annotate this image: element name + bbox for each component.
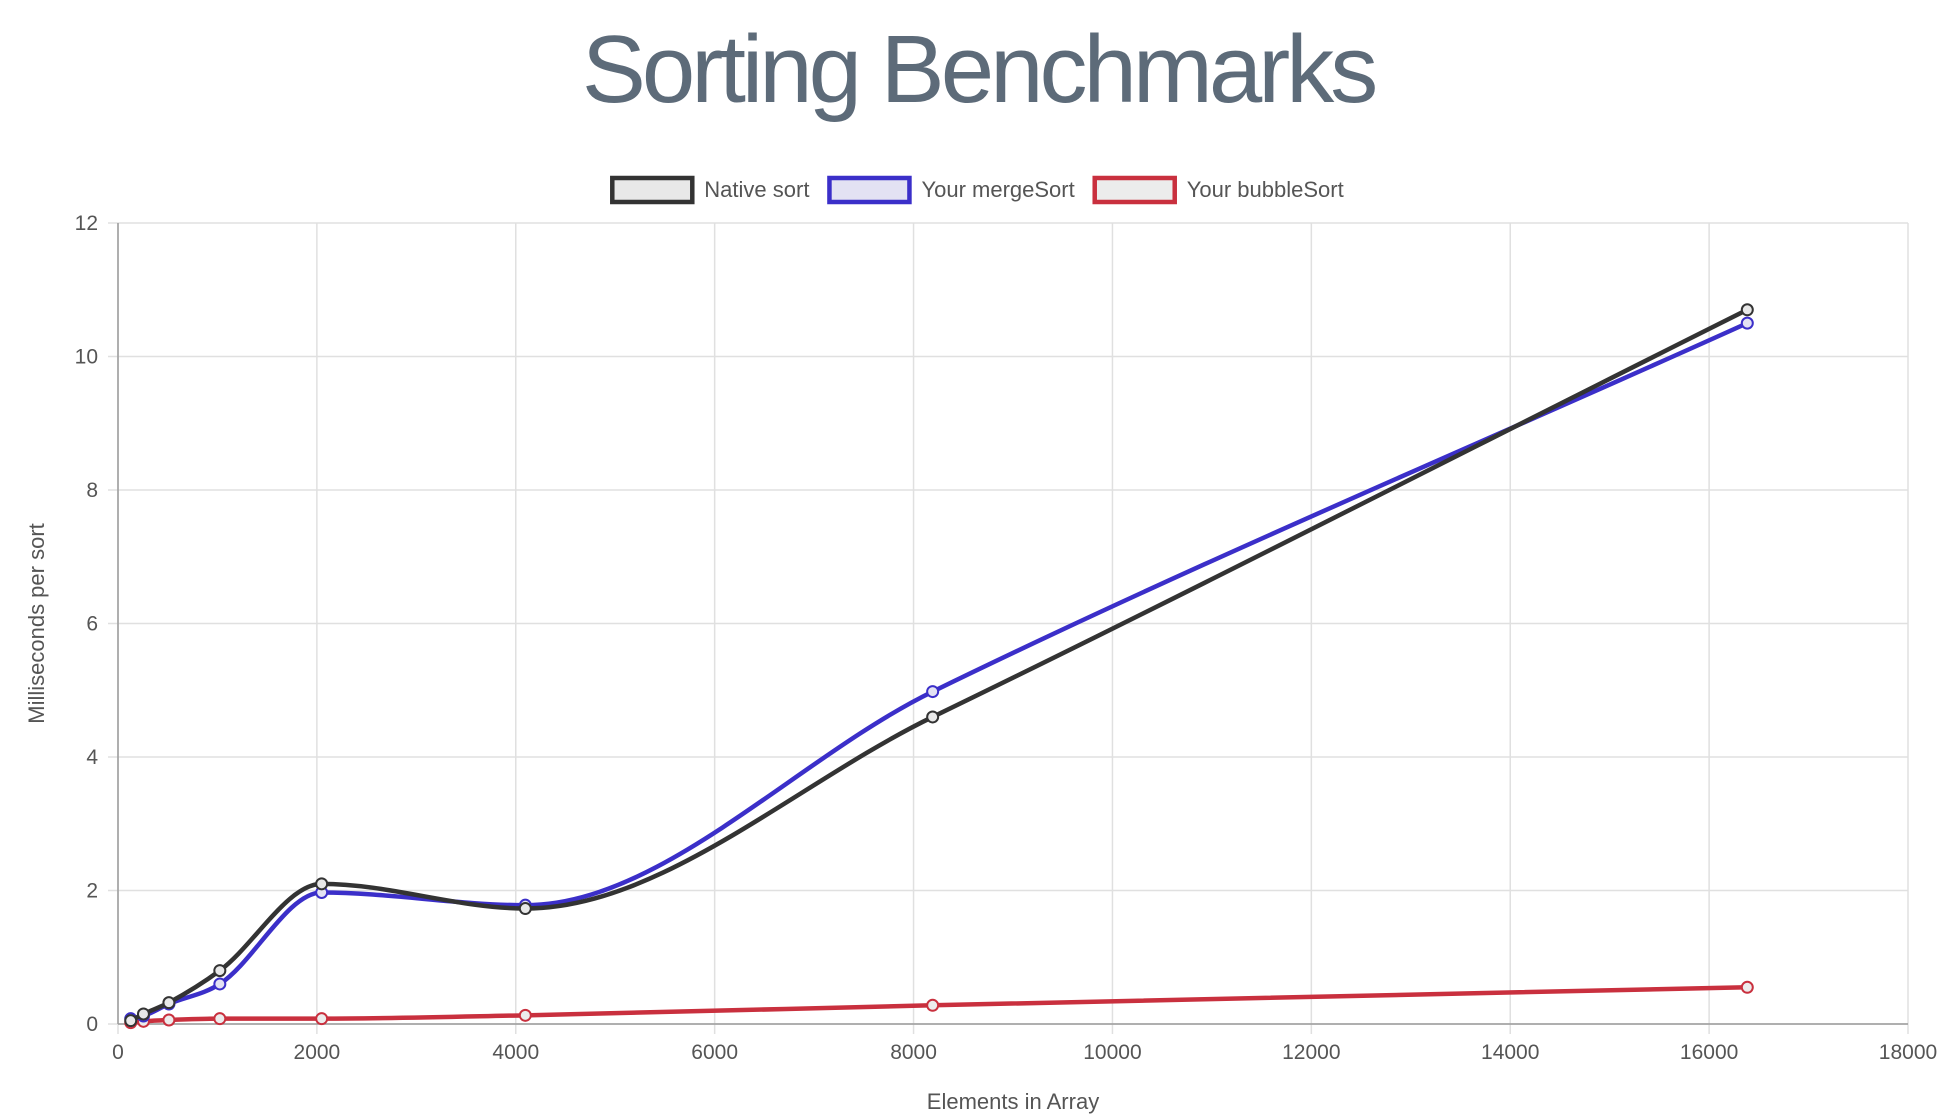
grid bbox=[108, 222, 1909, 1034]
legend-item-1[interactable]: Native sort bbox=[610, 175, 809, 205]
series-line-2 bbox=[128, 320, 1750, 1021]
y-tick-label: 8 bbox=[86, 479, 98, 502]
data-point bbox=[926, 998, 940, 1012]
data-point bbox=[1740, 980, 1754, 994]
series-line-1 bbox=[128, 307, 1750, 1023]
data-point bbox=[162, 1013, 176, 1027]
x-tick-label: 14000 bbox=[1481, 1041, 1539, 1064]
legend-item-3[interactable]: Your bubbleSort bbox=[1092, 175, 1344, 205]
data-point bbox=[518, 1008, 532, 1022]
legend-item-2[interactable]: Your mergeSort bbox=[827, 175, 1075, 205]
legend[interactable]: Native sort Your mergeSort Your bubbleSort bbox=[610, 175, 1344, 205]
x-tick-label: 0 bbox=[112, 1041, 124, 1064]
data-point bbox=[1740, 316, 1754, 330]
x-tick-label: 4000 bbox=[492, 1041, 539, 1064]
data-point bbox=[124, 1014, 138, 1028]
data-point bbox=[926, 685, 940, 699]
data-point bbox=[162, 996, 176, 1010]
legend-label: Native sort bbox=[704, 177, 809, 202]
x-tick-label: 10000 bbox=[1083, 1041, 1141, 1064]
data-point bbox=[315, 877, 329, 891]
y-tick-label: 4 bbox=[86, 746, 98, 769]
y-axis-title: Milliseconds per sort bbox=[24, 523, 49, 724]
y-tick-label: 0 bbox=[86, 1013, 98, 1036]
y-tick-label: 10 bbox=[75, 346, 98, 369]
legend-swatch bbox=[827, 175, 912, 205]
axes: 0 2000 4000 6000 8000 10000 12000 14000 16000 180… bbox=[75, 212, 1938, 1064]
legend-swatch bbox=[1092, 175, 1177, 205]
data-point bbox=[518, 902, 532, 916]
data-point bbox=[136, 1007, 150, 1021]
y-tick-label: 12 bbox=[75, 212, 98, 235]
data-point bbox=[315, 1012, 329, 1026]
y-tick-label: 2 bbox=[86, 880, 98, 903]
x-tick-label: 6000 bbox=[691, 1041, 738, 1064]
x-tick-label: 2000 bbox=[294, 1041, 341, 1064]
x-tick-label: 18000 bbox=[1879, 1041, 1937, 1064]
y-tick-label: 6 bbox=[86, 613, 98, 636]
x-tick-label: 8000 bbox=[890, 1041, 937, 1064]
series-lines bbox=[124, 303, 1754, 1030]
data-point bbox=[213, 1012, 227, 1026]
data-point bbox=[1740, 303, 1754, 317]
legend-swatch bbox=[610, 175, 695, 205]
page-title: Sorting Benchmarks bbox=[581, 16, 1378, 123]
data-point bbox=[213, 964, 227, 978]
x-tick-label: 12000 bbox=[1282, 1041, 1340, 1064]
legend-label: Your mergeSort bbox=[921, 177, 1074, 202]
x-tick-label: 16000 bbox=[1680, 1041, 1738, 1064]
data-point bbox=[213, 977, 227, 991]
x-axis-title: Elements in Array bbox=[927, 1089, 1099, 1114]
legend-label: Your bubbleSort bbox=[1187, 177, 1344, 202]
data-point bbox=[926, 710, 940, 724]
